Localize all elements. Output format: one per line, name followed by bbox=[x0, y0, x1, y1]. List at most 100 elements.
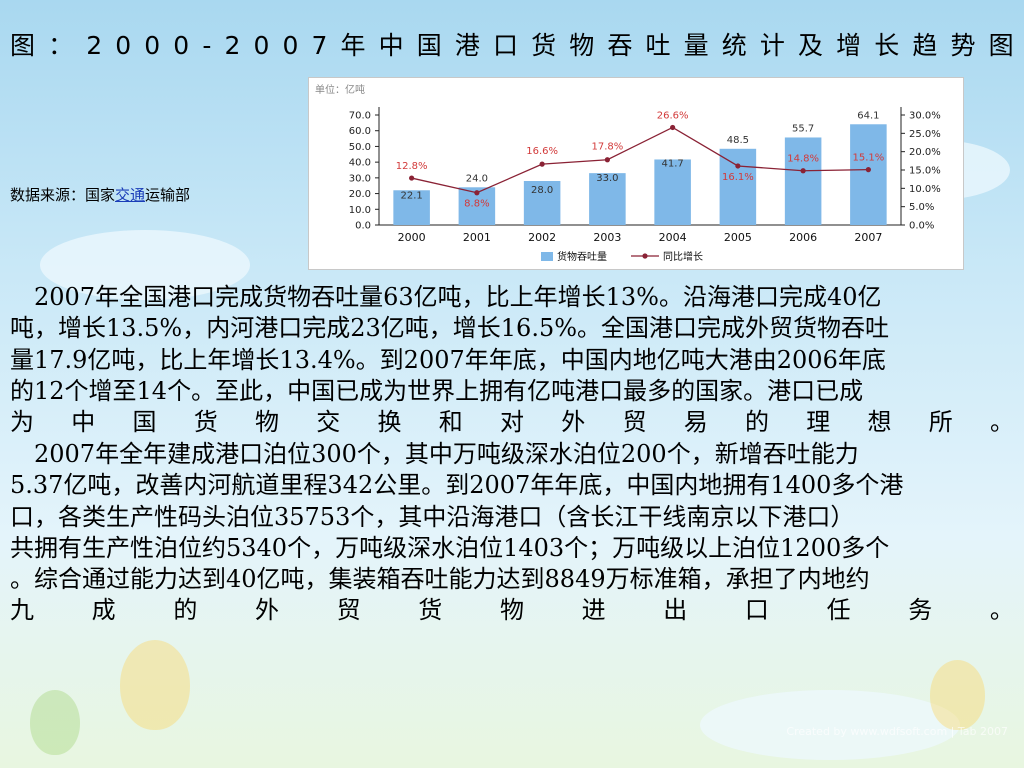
watermark: Created by www.wdfsoft.com | Tab 2007 bbox=[786, 725, 1008, 738]
title-char: 中 bbox=[378, 31, 404, 60]
legend-line-label: 同比增长 bbox=[663, 250, 703, 263]
paragraph-char: 成 bbox=[91, 596, 116, 625]
paragraph-line: 2007年全年建成港口泊位300个，其中万吨级深水泊位200个，新增吞吐能力 bbox=[34, 440, 859, 468]
right-axis-tick-label: 5.0% bbox=[909, 202, 934, 213]
bar bbox=[523, 181, 561, 225]
source-prefix: 数据来源：国家 bbox=[10, 186, 116, 204]
background-balloon bbox=[120, 640, 190, 730]
bar bbox=[589, 173, 626, 225]
paragraph-line: 5.37亿吨，改善内河航道里程342公里。到2007年年底，中国内地拥有1400… bbox=[10, 471, 904, 500]
paragraph-port-throughput: 2007年全国港口完成货物吞吐量63亿吨，比上年增长13%。沿海港口完成40亿 … bbox=[10, 282, 1014, 438]
source-link[interactable]: 交通 bbox=[115, 186, 146, 204]
paragraph-line: 共拥有生产性泊位约5340个，万吨级深水泊位1403个；万吨级以上泊位1200多… bbox=[10, 533, 890, 562]
title-char: 2 bbox=[86, 31, 103, 60]
paragraph-char: 贸 bbox=[622, 408, 647, 437]
paragraph-char: 贸 bbox=[336, 596, 361, 625]
title-char: 年 bbox=[340, 31, 366, 60]
paragraph-last-line: 九 成 的 外 贸 货 物 进 出 口 任 务 。 bbox=[10, 595, 1014, 626]
title-char: 量 bbox=[683, 31, 709, 60]
paragraph-char: 。 bbox=[989, 596, 1014, 625]
paragraph-char: 为 bbox=[10, 408, 34, 437]
paragraph-char: 交 bbox=[316, 408, 341, 437]
bar bbox=[719, 148, 757, 225]
right-axis-tick-label: 30.0% bbox=[909, 111, 941, 122]
x-axis-tick-label: 2007 bbox=[854, 231, 882, 244]
bar-value-label: 64.1 bbox=[857, 110, 879, 121]
legend-bar-swatch bbox=[541, 252, 553, 261]
paragraph-port-berths: 2007年全年建成港口泊位300个，其中万吨级深水泊位200个，新增吞吐能力 5… bbox=[10, 439, 1014, 627]
title-char: 2 bbox=[224, 31, 241, 60]
title-char: - bbox=[202, 31, 212, 60]
left-axis-tick-label: 60.0 bbox=[349, 126, 371, 137]
title-char: 7 bbox=[311, 31, 328, 60]
chart-canvas: 单位：亿吨 0.0 10.0 20.0 30.0 40.0 50.0 60.0 70.0 0.0%… bbox=[315, 83, 941, 263]
x-axis-tick-label: 2005 bbox=[724, 231, 752, 244]
paragraph-char: 的 bbox=[173, 596, 198, 625]
x-axis-tick-label: 2002 bbox=[528, 231, 556, 244]
x-axis-tick-label: 2003 bbox=[593, 231, 621, 244]
left-axis-tick-label: 20.0 bbox=[349, 189, 371, 200]
background-balloon bbox=[930, 660, 985, 730]
paragraph-line: 口，各类生产性码头泊位35753个，其中沿海港口（含长江干线南京以下港口） bbox=[10, 502, 855, 531]
title-char: 势 bbox=[950, 31, 976, 60]
paragraph-char: 想 bbox=[867, 408, 892, 437]
right-axis-tick-label: 25.0% bbox=[909, 129, 941, 140]
title-char: ： bbox=[48, 31, 74, 60]
x-axis-tick-label: 2004 bbox=[659, 231, 687, 244]
title-char: 0 bbox=[173, 31, 190, 60]
paragraph-char: 中 bbox=[71, 408, 96, 437]
background-balloon bbox=[30, 690, 80, 755]
title-char: 物 bbox=[569, 31, 595, 60]
paragraph-char: 所 bbox=[928, 408, 953, 437]
data-source: 数据来源：国家交通运输部 bbox=[10, 184, 190, 205]
right-axis-tick-label: 15.0% bbox=[909, 166, 941, 177]
paragraph-char: 外 bbox=[561, 408, 586, 437]
bar bbox=[393, 190, 430, 225]
paragraph-char: 的 bbox=[745, 408, 769, 437]
paragraph-line: 。综合通过能力达到40亿吨，集装箱吞吐能力达到8849万标准箱，承担了内地约 bbox=[10, 565, 870, 594]
paragraph-char: 九 bbox=[10, 596, 34, 625]
bar-value-label: 28.0 bbox=[531, 185, 553, 196]
growth-line bbox=[411, 126, 869, 194]
title-char: 0 bbox=[253, 31, 270, 60]
bar bbox=[784, 137, 822, 225]
paragraph-char: 货 bbox=[193, 408, 218, 437]
paragraph-char: 物 bbox=[255, 408, 279, 437]
left-axis-tick-label: 0.0 bbox=[355, 221, 371, 232]
paragraph-line: 吨，增长13.5%，内河港口完成23亿吨，增长16.5%。全国港口完成外贸货物吞… bbox=[10, 314, 890, 343]
paragraph-char: 对 bbox=[500, 408, 524, 437]
growth-value-label: 8.8% bbox=[464, 199, 489, 210]
title-char: 增 bbox=[836, 31, 862, 60]
growth-value-label: 26.6% bbox=[657, 110, 689, 121]
growth-point bbox=[670, 124, 676, 131]
title-char: 0 bbox=[282, 31, 299, 60]
paragraph-char: 理 bbox=[806, 408, 831, 437]
title-char: 及 bbox=[798, 31, 824, 60]
paragraph-char: 易 bbox=[683, 408, 708, 437]
paragraph-char: 和 bbox=[438, 408, 463, 437]
title-char: 0 bbox=[144, 31, 161, 60]
paragraph-char: 。 bbox=[990, 408, 1014, 437]
title-char: 趋 bbox=[912, 31, 938, 60]
paragraph-char: 国 bbox=[132, 408, 157, 437]
growth-point bbox=[800, 168, 806, 174]
title-char: 图 bbox=[988, 31, 1014, 60]
bar-value-label: 48.5 bbox=[727, 135, 749, 146]
source-suffix: 运输部 bbox=[145, 186, 191, 204]
legend-bar-label: 货物吞吐量 bbox=[557, 250, 607, 263]
left-axis-tick-label: 10.0 bbox=[349, 205, 371, 216]
paragraph-char: 外 bbox=[254, 596, 279, 625]
title-char: 长 bbox=[874, 31, 900, 60]
title-char: 图 bbox=[10, 31, 36, 60]
paragraph-char: 口 bbox=[744, 596, 769, 625]
paragraph-char: 任 bbox=[826, 596, 851, 625]
bar-value-label: 33.0 bbox=[596, 173, 618, 184]
port-throughput-chart: 单位：亿吨 0.0 10.0 20.0 30.0 40.0 50.0 60.0 70.0 0.0%… bbox=[308, 77, 964, 270]
growth-value-label: 14.8% bbox=[787, 154, 819, 165]
growth-point bbox=[474, 190, 480, 196]
x-axis-tick-label: 2001 bbox=[463, 231, 491, 244]
x-axis-tick-label: 2006 bbox=[789, 231, 817, 244]
growth-point bbox=[865, 167, 871, 173]
paragraph-line: 的12个增至14个。至此，中国已成为世界上拥有亿吨港口最多的国家。港口已成 bbox=[10, 376, 864, 405]
chart-unit-label: 单位：亿吨 bbox=[315, 83, 365, 96]
